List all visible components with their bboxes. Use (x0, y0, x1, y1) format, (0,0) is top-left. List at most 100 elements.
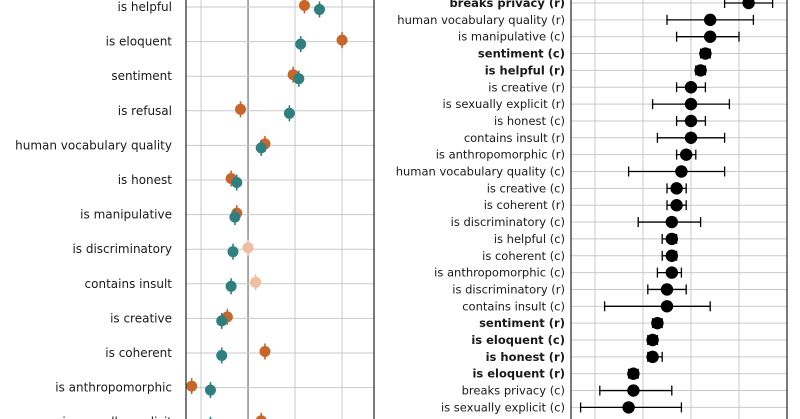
left-label-is-sexually-explicit: is sexually explicit (62, 415, 172, 419)
right-marker (665, 266, 678, 279)
left-marker (242, 242, 254, 254)
left-label-contains-insult: contains insult (85, 277, 173, 291)
left-label-sentiment: sentiment (111, 69, 172, 83)
right-point-is-anthropomorphic-r (675, 148, 697, 161)
right-point-is-honest-r (646, 350, 663, 364)
right-point-human-vocabulary-quality-c (627, 165, 726, 178)
right-label-human-vocabulary-quality-r: human vocabulary quality (r) (397, 13, 565, 27)
right-label-is-sexually-explicit-c: is sexually explicit (c) (441, 400, 565, 414)
left-marker (298, 0, 310, 11)
right-marker (699, 47, 712, 60)
right-point-contains-insult-r (656, 131, 726, 144)
left-gridlines (186, 0, 374, 419)
left-point-teal-is-anthropomorphic (204, 382, 216, 399)
right-point-is-manipulative-c (675, 30, 740, 43)
left-label-is-anthropomorphic: is anthropomorphic (55, 381, 172, 395)
right-marker (742, 0, 755, 10)
left-marker (216, 315, 228, 327)
right-label-human-vocabulary-quality-c: human vocabulary quality (c) (396, 165, 565, 179)
right-point-is-helpful-r (694, 64, 707, 77)
left-point-orange-is-anthropomorphic (186, 378, 198, 395)
right-marker (704, 30, 717, 43)
left-point-orange-is-coherent (259, 343, 271, 360)
right-point-breaks-privacy-r (723, 0, 774, 10)
right-marker (660, 283, 674, 296)
left-plot-frame (185, 0, 375, 419)
right-label-is-creative-c: is creative (c) (487, 181, 565, 195)
left-marker (225, 280, 237, 292)
right-category-labels: breaks privacy (r) human vocabulary quali… (396, 0, 565, 414)
left-point-orange-is-eloquent (336, 32, 348, 49)
right-point-human-vocabulary-quality-r (666, 13, 755, 27)
left-label-is-honest: is honest (118, 173, 173, 187)
right-label-contains-insult-c: contains insult (c) (462, 299, 565, 313)
right-plot-frame (570, 0, 788, 419)
right-label-is-helpful-c: is helpful (c) (494, 232, 565, 246)
left-marker (293, 73, 305, 85)
right-marker (646, 333, 659, 347)
left-category-labels: is helpful is eloquent sentiment is refusal… (15, 0, 172, 419)
right-marker (670, 199, 683, 212)
left-label-is-coherent: is coherent (105, 346, 172, 360)
right-label-breaks-privacy-c: breaks privacy (c) (462, 384, 565, 398)
right-marker (627, 367, 640, 380)
right-point-contains-insult-c (603, 300, 711, 313)
right-label-sentiment-r: sentiment (r) (479, 316, 565, 330)
right-marker (684, 131, 698, 144)
right-marker (665, 249, 678, 262)
left-marker (227, 246, 239, 258)
left-marker (336, 34, 348, 46)
left-point-orange-is-sexually-explicit (255, 412, 267, 419)
left-point-orange-is-helpful (298, 0, 310, 14)
right-point-is-creative-c (666, 182, 687, 195)
right-label-is-anthropomorphic-c: is anthropomorphic (c) (434, 266, 565, 280)
left-point-teal-is-coherent (216, 347, 228, 364)
right-marker (670, 182, 683, 195)
left-point-teal-sentiment (293, 70, 305, 87)
right-point-is-discriminatory-c (637, 215, 702, 229)
left-point-orange-contains-insult (250, 274, 262, 291)
left-marker (229, 211, 241, 223)
right-point-is-anthropomorphic-c (656, 266, 683, 279)
right-label-is-honest-c: is honest (c) (494, 114, 565, 128)
right-point-is-sexually-explicit-c (579, 401, 683, 414)
left-label-is-eloquent: is eloquent (106, 35, 173, 49)
left-marker (255, 142, 267, 154)
right-point-sentiment-r (651, 316, 664, 330)
left-point-teal-is-eloquent (295, 36, 307, 53)
right-label-sentiment-c: sentiment (c) (478, 47, 565, 61)
left-marker (295, 38, 307, 50)
right-marker (660, 300, 674, 313)
right-marker (646, 350, 659, 364)
right-label-is-coherent-r: is coherent (r) (484, 198, 565, 212)
left-marker (255, 415, 267, 419)
right-point-is-honest-c (675, 114, 707, 128)
right-point-is-creative-r (675, 81, 707, 94)
left-label-is-discriminatory: is discriminatory (72, 242, 172, 256)
right-marker (665, 215, 678, 229)
left-marker (186, 380, 198, 392)
right-label-is-creative-r: is creative (r) (488, 80, 565, 94)
left-label-human-vocabulary-quality: human vocabulary quality (15, 138, 172, 152)
right-marker (684, 97, 698, 111)
left-point-teal-is-manipulative (229, 209, 241, 226)
right-label-contains-insult-r: contains insult (r) (464, 131, 565, 145)
left-label-is-helpful: is helpful (117, 0, 172, 14)
right-label-is-coherent-c: is coherent (c) (482, 249, 565, 263)
right-panel: breaks privacy (r) human vocabulary quali… (396, 0, 788, 419)
left-marker (283, 107, 295, 119)
right-point-breaks-privacy-c (599, 384, 673, 397)
right-marker (680, 148, 693, 161)
left-marker (204, 384, 216, 396)
right-point-is-helpful-c (661, 232, 678, 246)
right-marker (675, 165, 688, 178)
left-marker (216, 350, 228, 361)
left-point-teal-is-helpful (313, 1, 325, 18)
left-marker (231, 177, 243, 188)
left-point-teal-is-honest (231, 174, 243, 191)
left-marker (259, 346, 271, 357)
right-label-is-eloquent-r: is eloquent (r) (472, 367, 565, 381)
left-label-is-refusal: is refusal (118, 104, 172, 118)
right-marker (694, 64, 707, 77)
